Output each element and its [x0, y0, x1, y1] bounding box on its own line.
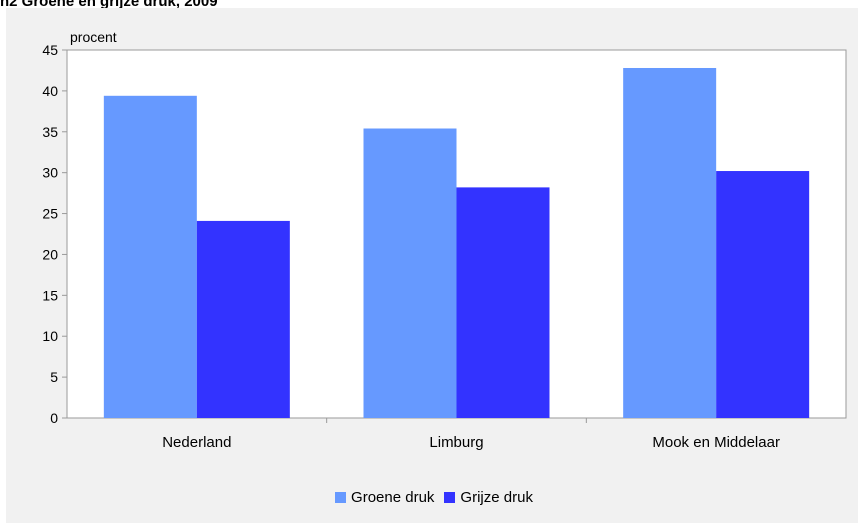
- legend: Groene druk Grijze druk: [0, 489, 868, 506]
- y-tick-label: 35: [42, 124, 58, 140]
- y-axis-unit-label: procent: [70, 29, 117, 45]
- bars: [103, 67, 810, 419]
- chart-title: h2 Groene en grijze druk, 2009: [0, 0, 218, 10]
- y-tick-label: 25: [42, 206, 58, 222]
- y-axis: 0 5 10 15 20 25 30 35 40 45: [42, 42, 67, 426]
- x-category-label: Limburg: [429, 434, 483, 451]
- y-tick-label: 30: [42, 165, 58, 181]
- bar-grijze-druk-nederland: [196, 220, 290, 418]
- y-tick-label: 5: [50, 369, 58, 385]
- x-axis: Nederland Limburg Mook en Middelaar: [162, 418, 780, 451]
- y-tick-label: 40: [42, 83, 58, 99]
- y-tick-label: 20: [42, 246, 58, 262]
- legend-label: Grijze druk: [460, 489, 533, 506]
- bar-groene-druk-nederland: [103, 95, 197, 418]
- legend-item: Groene druk: [335, 489, 434, 506]
- legend-swatch: [335, 492, 347, 503]
- y-tick-label: 15: [42, 287, 58, 303]
- bar-grijze-druk-limburg: [456, 187, 550, 418]
- x-category-label: Nederland: [162, 434, 231, 451]
- legend-label: Groene druk: [351, 489, 435, 506]
- y-tick-label: 0: [50, 410, 58, 426]
- bar-grijze-druk-mook-en-middelaar: [716, 171, 810, 418]
- x-category-label: Mook en Middelaar: [652, 434, 780, 451]
- bar-groene-druk-limburg: [363, 128, 457, 419]
- legend-item: Grijze druk: [444, 489, 533, 506]
- legend-swatch: [444, 492, 456, 503]
- y-tick-label: 45: [42, 42, 58, 58]
- bar-groene-druk-mook-en-middelaar: [623, 67, 717, 418]
- y-tick-label: 10: [42, 328, 58, 344]
